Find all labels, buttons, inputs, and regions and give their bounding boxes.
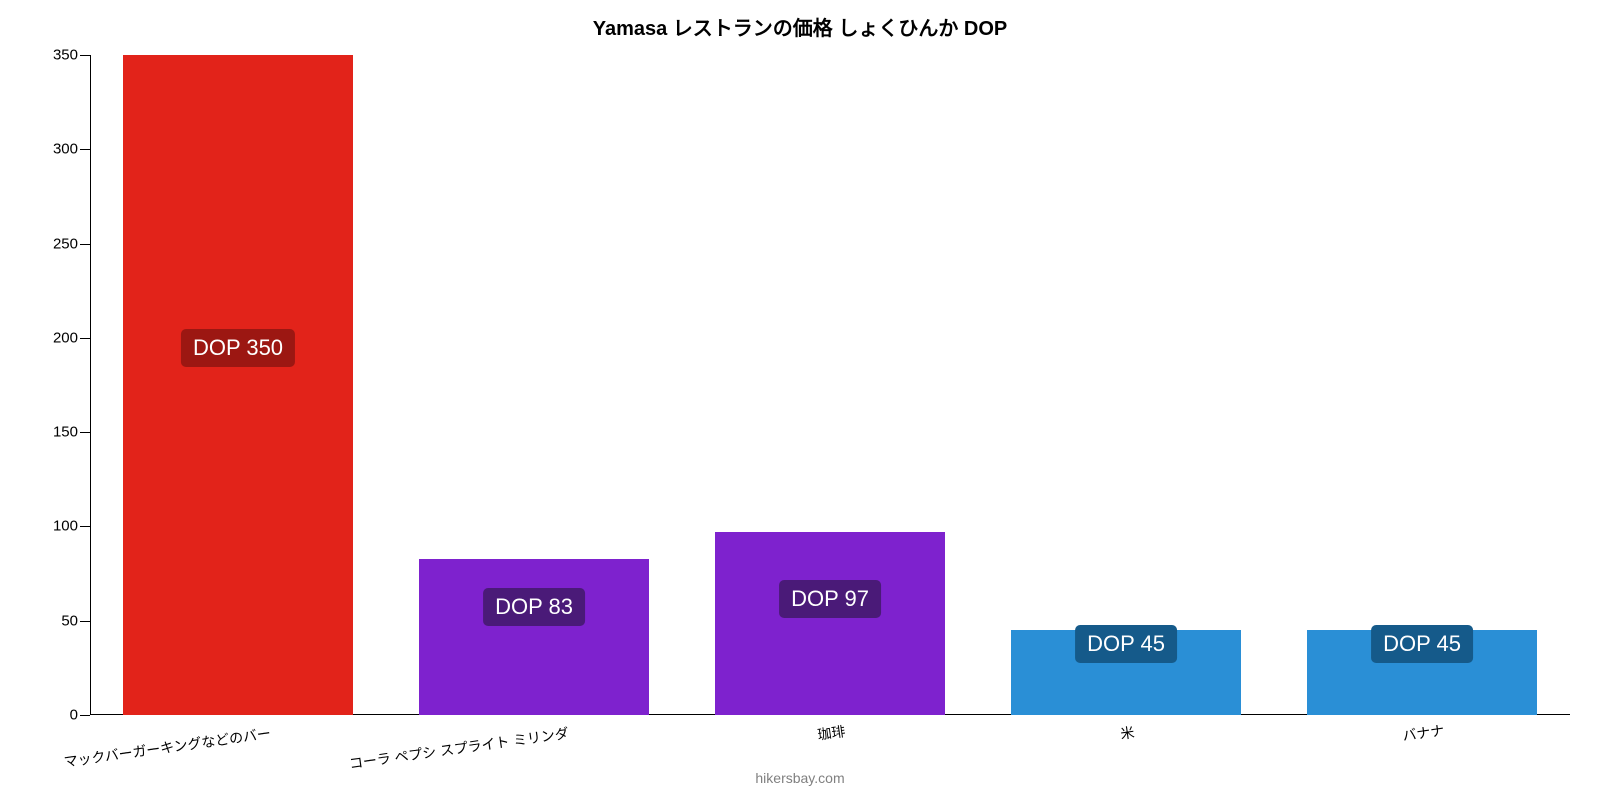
- y-tick: [80, 149, 90, 150]
- x-tick-label: マックバーガーキングなどのバー: [62, 723, 272, 772]
- y-tick: [80, 715, 90, 716]
- attribution-text: hikersbay.com: [0, 770, 1600, 786]
- y-tick-label: 350: [53, 47, 78, 64]
- plot-area: 050100150200250300350 DOP 350マックバーガーキングな…: [90, 55, 1570, 715]
- y-tick-label: 150: [53, 424, 78, 441]
- bar: [419, 559, 650, 716]
- y-tick: [80, 432, 90, 433]
- y-tick-label: 250: [53, 235, 78, 252]
- bar-value-label: DOP 45: [1075, 625, 1177, 663]
- y-tick-label: 0: [70, 707, 78, 724]
- bar-value-label: DOP 97: [779, 580, 881, 618]
- x-tick-label: 珈琲: [816, 721, 847, 745]
- y-tick-label: 300: [53, 141, 78, 158]
- chart-container: Yamasa レストランの価格 しょくひんか DOP 0501001502002…: [0, 10, 1600, 790]
- bar: [123, 55, 354, 715]
- chart-title: Yamasa レストランの価格 しょくひんか DOP: [0, 10, 1600, 41]
- y-tick: [80, 621, 90, 622]
- bar-value-label: DOP 83: [483, 588, 585, 626]
- bars-layer: DOP 350マックバーガーキングなどのバーDOP 83コーラ ペプシ スプライ…: [90, 55, 1570, 715]
- y-tick: [80, 338, 90, 339]
- x-tick-label: バナナ: [1401, 720, 1445, 746]
- y-tick: [80, 55, 90, 56]
- y-tick: [80, 244, 90, 245]
- x-tick-label: 米: [1119, 722, 1136, 744]
- bar-value-label: DOP 45: [1371, 625, 1473, 663]
- x-tick-label: コーラ ペプシ スプライト ミリンダ: [348, 723, 570, 774]
- y-tick-label: 200: [53, 329, 78, 346]
- bar: [715, 532, 946, 715]
- y-tick-label: 100: [53, 518, 78, 535]
- bar-value-label: DOP 350: [181, 329, 295, 367]
- y-tick-label: 50: [61, 612, 78, 629]
- y-tick: [80, 526, 90, 527]
